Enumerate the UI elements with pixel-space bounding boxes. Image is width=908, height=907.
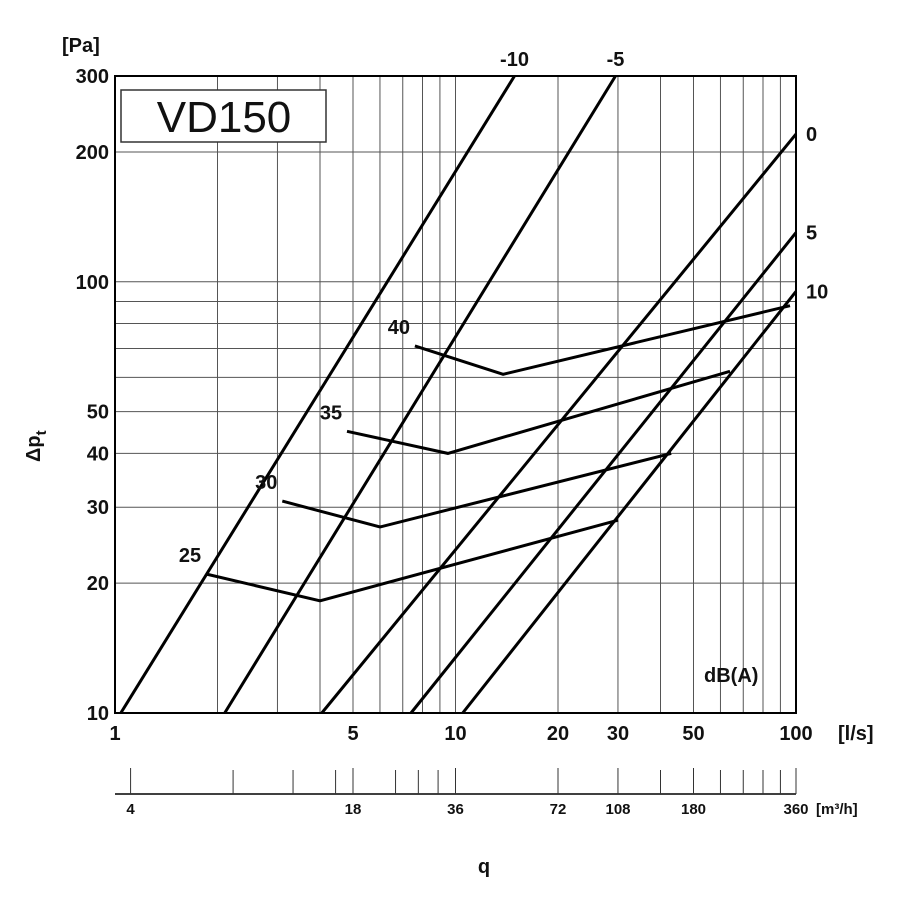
y-tick-label: 40 bbox=[87, 443, 109, 465]
secondary-tick-label: 108 bbox=[605, 801, 630, 818]
x-tick-label: 10 bbox=[444, 723, 466, 745]
title-box: VD150 bbox=[120, 89, 327, 143]
position-line bbox=[320, 133, 798, 714]
sound-level-label: 30 bbox=[255, 472, 277, 494]
y-tick-label: 50 bbox=[87, 402, 109, 424]
x-tick-label: 1 bbox=[109, 723, 120, 745]
position-line-label: 5 bbox=[806, 223, 817, 245]
position-line bbox=[223, 75, 617, 714]
sound-level-line bbox=[205, 518, 619, 603]
x-axis-label: [l/s] bbox=[838, 723, 874, 745]
curves bbox=[119, 75, 798, 714]
sound-level-label: 25 bbox=[179, 545, 201, 567]
y-axis-label-sub: t bbox=[33, 430, 50, 435]
position-line bbox=[409, 231, 798, 714]
y-tick-label: 300 bbox=[76, 66, 109, 88]
secondary-tick-label: 18 bbox=[345, 801, 362, 818]
sound-level-label: 35 bbox=[320, 402, 342, 424]
x-tick-label: 50 bbox=[682, 723, 704, 745]
secondary-tick-label: 4 bbox=[126, 801, 135, 818]
x-quantity-label: q bbox=[478, 856, 490, 878]
position-line bbox=[461, 290, 798, 714]
position-line-label: 10 bbox=[806, 281, 828, 303]
plot-frame bbox=[114, 75, 797, 714]
secondary-tick-label: 72 bbox=[550, 801, 567, 818]
chart-title: VD150 bbox=[157, 93, 292, 142]
secondary-tick-label: 360 bbox=[783, 801, 808, 818]
position-line-label: 0 bbox=[806, 124, 817, 146]
sound-level-line bbox=[414, 304, 791, 376]
y-axis-label: Δpt bbox=[23, 430, 50, 462]
position-line bbox=[119, 75, 516, 714]
x-tick-label: 20 bbox=[547, 723, 569, 745]
svg-text:Δpt: Δpt bbox=[23, 430, 50, 462]
sound-level-line bbox=[281, 451, 672, 529]
sound-level-line bbox=[346, 369, 731, 455]
secondary-tick-label: 180 bbox=[681, 801, 706, 818]
y-axis-label-main: Δp bbox=[23, 435, 45, 462]
y-tick-label: 200 bbox=[76, 142, 109, 164]
grid bbox=[115, 76, 796, 713]
y-tick-label: 100 bbox=[76, 272, 109, 294]
secondary-tick-label: 36 bbox=[447, 801, 464, 818]
x-tick-label: 5 bbox=[347, 723, 358, 745]
position-line-label: -5 bbox=[607, 49, 625, 71]
y-tick-label: 30 bbox=[87, 497, 109, 519]
x-tick-label: 100 bbox=[779, 723, 812, 745]
sound-level-label: 40 bbox=[388, 317, 410, 339]
secondary-axis: 4 18 36 72 108 180 360 bbox=[115, 768, 809, 818]
x-tick-label: 30 bbox=[607, 723, 629, 745]
title-box-border bbox=[120, 89, 327, 143]
secondary-axis-unit: [m³/h] bbox=[816, 801, 858, 818]
y-tick-label: 10 bbox=[87, 703, 109, 725]
labels: -10 -5 0 5 10 25 30 35 40 1 5 10 20 30 50 100 10 20 30 40 50… bbox=[76, 49, 829, 745]
y-unit-label: [Pa] bbox=[62, 35, 100, 57]
legend-title: dB(A) bbox=[704, 665, 758, 687]
y-tick-label: 20 bbox=[87, 573, 109, 595]
position-line-label: -10 bbox=[500, 49, 529, 71]
